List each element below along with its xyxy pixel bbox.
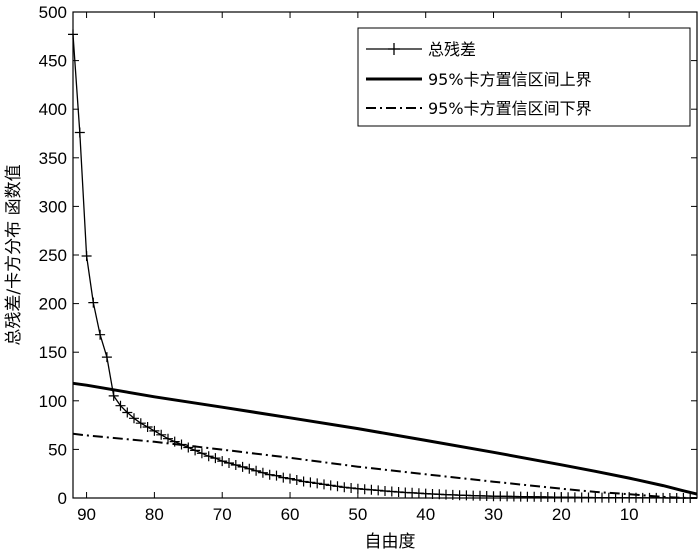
data-point-marker	[142, 422, 153, 432]
data-point-marker	[319, 479, 329, 490]
data-point-marker	[163, 433, 173, 444]
data-point-marker	[271, 470, 282, 481]
data-point-marker	[224, 458, 234, 468]
y-axis-title: 总残差/卡方分布 函数值	[4, 164, 24, 345]
data-point-marker	[217, 456, 228, 467]
legend-box	[357, 27, 691, 127]
data-point-marker	[230, 460, 241, 470]
data-point-marker	[257, 467, 268, 478]
x-tick-label: 90	[77, 505, 96, 524]
x-tick-label: 60	[281, 505, 300, 524]
x-tick-label: 80	[145, 505, 164, 524]
data-point-marker	[203, 451, 214, 462]
data-point-marker	[312, 478, 323, 489]
y-tick-label: 500	[39, 3, 67, 22]
y-tick-label: 50	[48, 440, 67, 459]
y-tick-label: 100	[39, 392, 67, 411]
data-point-marker	[278, 472, 289, 483]
data-point-marker	[196, 448, 207, 459]
data-point-marker	[74, 127, 85, 138]
data-point-marker	[122, 407, 133, 418]
x-tick-label: 50	[348, 505, 367, 524]
legend-label-upper-bound: 95%卡方置信区间上界	[428, 70, 592, 89]
x-tick-label: 70	[213, 505, 232, 524]
data-point-marker	[149, 425, 160, 436]
data-point-marker	[291, 475, 302, 485]
series-line-lower-bound	[72, 432, 698, 499]
series-line-upper-bound	[72, 381, 698, 496]
data-point-marker	[129, 413, 139, 424]
data-point-marker	[298, 476, 309, 487]
data-point-marker	[244, 463, 255, 474]
x-tick-label: 20	[552, 505, 571, 524]
legend-label-lower-bound: 95%卡方置信区间下界	[428, 99, 592, 118]
data-point-marker	[332, 481, 343, 492]
y-tick-label: 400	[39, 100, 67, 119]
y-tick-label: 450	[39, 52, 67, 71]
data-point-marker	[88, 297, 99, 308]
legend: 总残差 95%卡方置信区间上界 95%卡方置信区间下界	[357, 27, 691, 127]
legend-label-total-residual: 总残差	[428, 40, 476, 59]
data-point-marker	[81, 251, 92, 261]
data-point-marker	[68, 29, 78, 40]
x-axis-title: 自由度	[365, 532, 416, 552]
series-layer	[68, 29, 698, 503]
data-point-marker	[115, 400, 126, 411]
x-tick-label: 30	[484, 505, 503, 524]
y-tick-label: 250	[39, 246, 67, 265]
data-point-marker	[95, 329, 106, 340]
data-point-marker	[108, 390, 119, 401]
x-tick-label: 10	[620, 505, 639, 524]
y-tick-label: 0	[58, 489, 67, 508]
data-point-marker	[156, 429, 167, 440]
y-tick-label: 300	[39, 197, 67, 216]
y-tick-label: 350	[39, 149, 67, 168]
data-point-marker	[264, 469, 275, 480]
data-point-marker	[305, 477, 316, 488]
x-tick-label: 40	[416, 505, 435, 524]
axis-ticks: 0 50 100 150 200 250 300 350 400 450 500 90 80 70 60 50…	[39, 3, 697, 524]
data-point-marker	[339, 482, 350, 493]
data-point-marker	[285, 473, 295, 484]
data-point-marker	[237, 461, 248, 472]
y-tick-label: 150	[39, 343, 67, 362]
data-point-marker	[135, 418, 146, 429]
data-point-marker	[346, 483, 357, 493]
legend-marker-plus	[388, 43, 400, 55]
data-point-marker	[210, 453, 221, 464]
y-tick-label: 200	[39, 295, 67, 314]
data-point-marker	[325, 480, 336, 491]
data-point-marker	[101, 352, 112, 363]
data-point-marker	[183, 442, 194, 453]
data-point-marker	[251, 465, 262, 476]
